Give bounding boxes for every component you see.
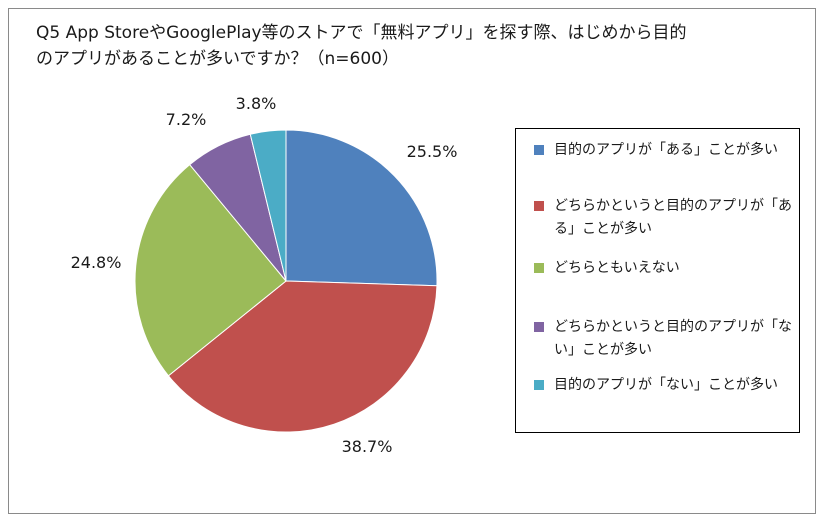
- pie-slice-5: [249, 129, 287, 282]
- legend-swatch-1: [534, 145, 544, 155]
- pie-data-label-4: 7.2%: [166, 110, 207, 129]
- legend-item-1: 目的のアプリが「ある」ことが多い: [534, 139, 793, 162]
- legend-item-4: どちらかというと目的のアプリが「ない」ことが多い: [534, 316, 793, 362]
- pie-data-label-5: 3.8%: [236, 94, 277, 113]
- legend-swatch-3: [534, 263, 544, 273]
- legend-swatch-5: [534, 380, 544, 390]
- chart-title-line-2: のアプリがあることが多いですか？（n=600）: [36, 49, 399, 69]
- chart-legend: 目的のアプリが「ある」ことが多いどちらかというと目的のアプリが「ある」ことが多い…: [515, 128, 800, 433]
- legend-swatch-2: [534, 201, 544, 211]
- legend-label-1: 目的のアプリが「ある」ことが多い: [554, 142, 778, 158]
- pie-data-label-3: 24.8%: [71, 253, 122, 272]
- legend-swatch-4: [534, 322, 544, 332]
- legend-item-3: どちらともいえない: [534, 257, 793, 280]
- chart-title-line-1: Q5 App StoreやGooglePlay等のストアで「無料アプリ」を探す際…: [36, 23, 687, 43]
- pie-slice-3: [134, 163, 287, 377]
- legend-label-5: 目的のアプリが「ない」ことが多い: [554, 377, 778, 393]
- chart-title: Q5 App StoreやGooglePlay等のストアで「無料アプリ」を探す際…: [36, 20, 716, 72]
- pie-data-label-1: 25.5%: [407, 142, 458, 161]
- legend-item-5: 目的のアプリが「ない」ことが多い: [534, 374, 793, 397]
- pie-slice-1: [285, 129, 438, 287]
- pie-data-label-2: 38.7%: [342, 437, 393, 456]
- legend-label-2: どちらかというと目的のアプリが「ある」ことが多い: [554, 198, 792, 237]
- legend-label-3: どちらともいえない: [554, 260, 680, 276]
- legend-item-2: どちらかというと目的のアプリが「ある」ことが多い: [534, 195, 793, 241]
- pie-slice-2: [167, 280, 438, 433]
- legend-label-4: どちらかというと目的のアプリが「ない」ことが多い: [554, 319, 792, 358]
